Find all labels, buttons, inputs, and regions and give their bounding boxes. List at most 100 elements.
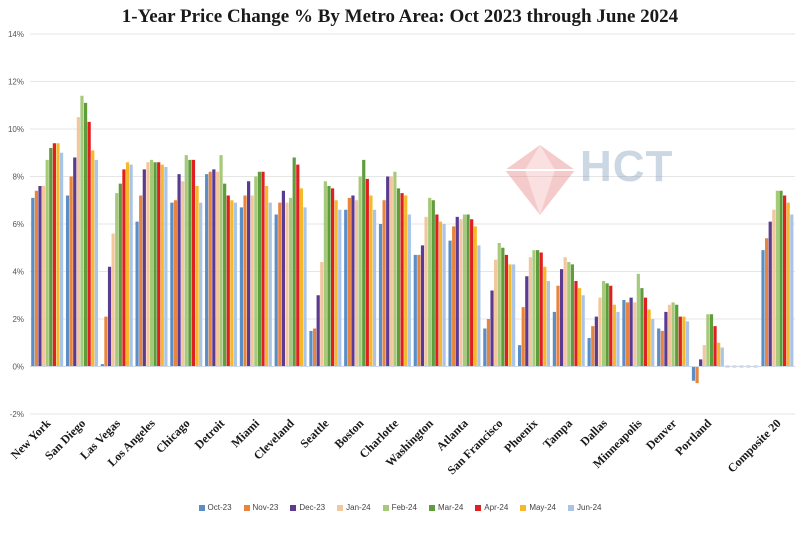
bar [643, 297, 648, 367]
legend-entry: Nov-23 [243, 503, 278, 512]
bar [490, 290, 494, 367]
bar [139, 195, 143, 367]
bar [303, 207, 307, 367]
bar [122, 169, 126, 367]
bar [49, 148, 53, 367]
bar [512, 264, 516, 367]
bar [407, 214, 411, 367]
bar [424, 216, 428, 367]
legend-swatch [568, 504, 574, 511]
legend-swatch [428, 504, 435, 511]
bar [254, 176, 258, 367]
bar [372, 209, 377, 367]
bar [378, 224, 383, 367]
diamond-logo-icon [505, 145, 575, 215]
bar [521, 307, 525, 367]
legend-swatch [475, 504, 482, 511]
bar [69, 176, 73, 367]
bar [477, 245, 481, 367]
bar [494, 259, 498, 367]
x-tick-label: Tampa [540, 416, 575, 451]
bar [309, 330, 313, 367]
bar [435, 214, 439, 367]
y-tick-label: 6% [12, 220, 24, 229]
bar [539, 252, 543, 367]
bar [149, 159, 154, 367]
bar [292, 157, 296, 367]
bar [559, 269, 564, 367]
bar [146, 162, 150, 367]
legend-label: Dec-23 [299, 503, 326, 512]
bar [135, 221, 139, 367]
y-tick-label: 10% [8, 125, 24, 134]
bar [581, 295, 585, 367]
bar [442, 224, 446, 367]
bar [41, 186, 46, 367]
bar [470, 219, 474, 367]
bar [629, 297, 633, 367]
bar [265, 186, 269, 367]
bar [462, 214, 467, 367]
bar [396, 188, 401, 367]
bar [219, 155, 223, 367]
bar [38, 186, 42, 367]
bar [56, 143, 60, 367]
bar [320, 262, 324, 367]
bar [250, 195, 254, 367]
bar [601, 281, 606, 367]
bar [164, 167, 168, 367]
bar [153, 162, 157, 367]
bar [205, 174, 209, 367]
legend-label: Oct-23 [207, 503, 232, 512]
legend-label: Apr-24 [484, 503, 509, 512]
x-tick-label: Dallas [577, 416, 610, 449]
bar [660, 330, 664, 367]
bar [83, 102, 88, 367]
legend-swatch [520, 504, 527, 511]
legend-entry: Oct-23 [198, 503, 232, 512]
bar [567, 262, 571, 367]
bar [327, 186, 331, 367]
bar [570, 264, 574, 367]
bar [115, 193, 119, 367]
bar [543, 266, 547, 367]
bar [188, 159, 192, 367]
bar [532, 250, 536, 367]
bar [699, 359, 703, 367]
bar [369, 195, 373, 367]
legend-entry: Dec-23 [290, 503, 325, 512]
bar [239, 207, 244, 367]
bar [257, 171, 262, 367]
bar [52, 143, 56, 367]
bar [552, 311, 556, 367]
bar [247, 181, 251, 367]
bar [299, 188, 303, 367]
bar [104, 316, 108, 367]
bar [622, 300, 626, 367]
bar [393, 171, 397, 367]
bar [362, 159, 366, 367]
legend-swatch [198, 504, 205, 511]
bar [605, 283, 609, 367]
x-tick-label: Portland [672, 416, 714, 458]
bar [80, 95, 84, 367]
bar [682, 316, 686, 367]
bar [400, 193, 404, 367]
x-tick-label: Composite 20 [725, 416, 784, 475]
bar [779, 190, 783, 367]
bar [452, 226, 456, 367]
bar [786, 202, 790, 367]
legend-swatch [243, 504, 250, 511]
bar [420, 245, 425, 367]
bar [389, 176, 393, 367]
bar [640, 288, 644, 367]
bar [657, 328, 661, 367]
chart-title: 1-Year Price Change % By Metro Area: Oct… [121, 6, 679, 27]
bar [675, 304, 679, 367]
legend-entry: Apr-24 [475, 503, 508, 512]
bar [667, 304, 672, 367]
bar [233, 202, 238, 367]
bar [170, 202, 174, 367]
bar [323, 181, 327, 367]
bar [563, 257, 567, 367]
